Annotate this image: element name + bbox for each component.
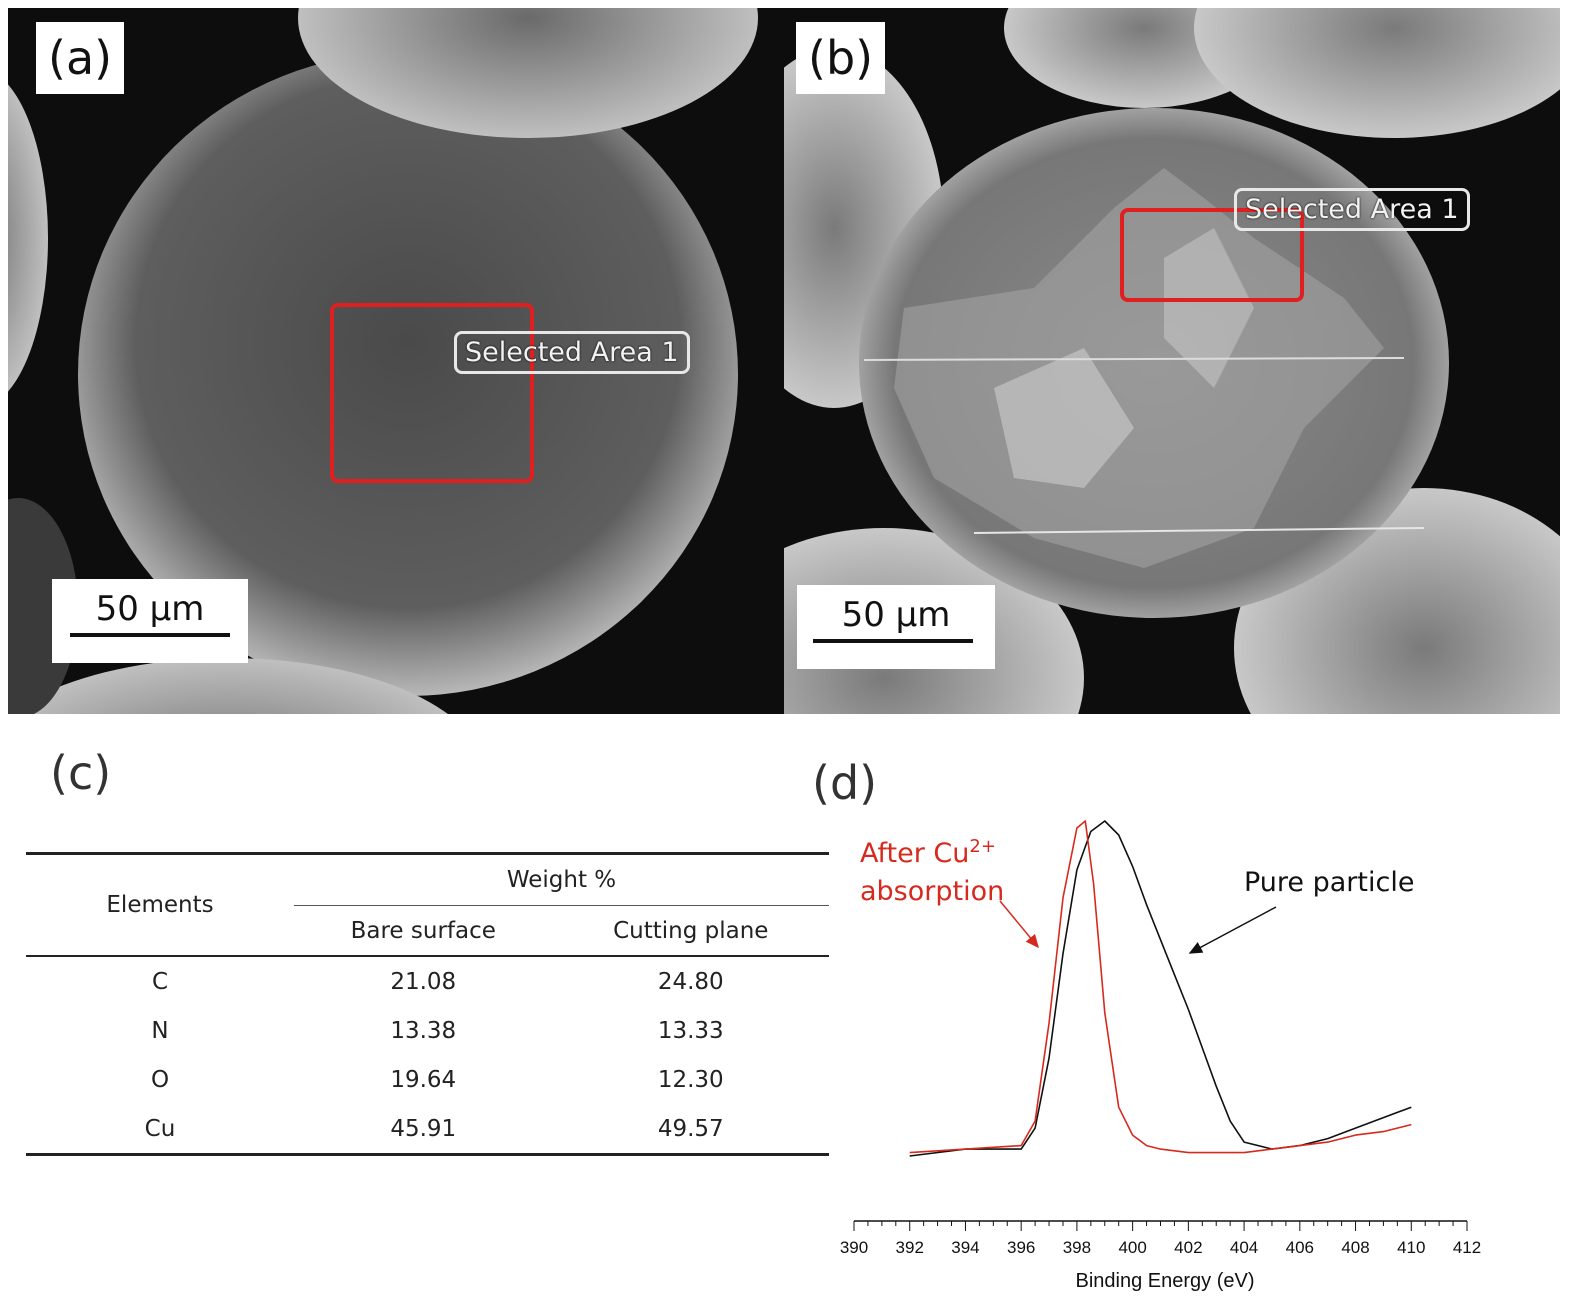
scale-line-a [70, 633, 230, 637]
sem-image-a: (a) Selected Area 1 50 μm [8, 8, 784, 714]
sem-particles-a [8, 8, 758, 714]
x-tick-label: 412 [1453, 1238, 1481, 1257]
panel-label-b: (b) [796, 22, 886, 94]
x-tick-label: 390 [840, 1238, 868, 1257]
sem-image-b: (b) Selected Area 1 50 μm [784, 8, 1560, 714]
header-cutting-plane: Cutting plane [613, 917, 769, 944]
header-bare-surface: Bare surface [350, 917, 496, 944]
x-tick-label: 410 [1397, 1238, 1425, 1257]
panel-label-c: (c) [50, 746, 112, 800]
annotation-after-line1: After Cu [860, 838, 970, 869]
panel-label-d: (d) [812, 756, 878, 810]
cell-cut: 12.30 [657, 1066, 724, 1093]
selected-area-label-b: Selected Area 1 [1234, 188, 1470, 231]
x-tick-label: 394 [951, 1238, 979, 1257]
annotation-pure-particle: Pure particle [1244, 867, 1415, 898]
panel-label-a: (a) [36, 22, 125, 94]
selected-area-label-a: Selected Area 1 [454, 331, 690, 374]
x-axis-label: Binding Energy (eV) [1076, 1270, 1255, 1292]
cell-bare: 13.38 [390, 1017, 457, 1044]
table-row: O 19.64 12.30 [26, 1055, 829, 1104]
x-tick-label: 396 [1007, 1238, 1035, 1257]
x-tick-label: 404 [1230, 1238, 1258, 1257]
table-row: Cu 45.91 49.57 [26, 1104, 829, 1155]
table-row: C 21.08 24.80 [26, 955, 829, 1006]
annotation-after-line2: absorption [860, 876, 1005, 907]
series-pure-particle-line [909, 820, 1412, 1157]
header-elements: Elements [106, 892, 214, 918]
scale-label-a: 50 μm [95, 589, 205, 629]
header-weight-percent: Weight % [294, 853, 829, 906]
arrow-after-absorption [999, 900, 1039, 949]
annotation-after-sup: 2+ [969, 836, 996, 857]
cell-element: O [150, 1066, 170, 1093]
cell-cut: 13.33 [657, 1017, 724, 1044]
x-tick-label: 392 [896, 1238, 924, 1257]
scale-label-b: 50 μm [841, 595, 951, 635]
cell-element: N [151, 1017, 169, 1044]
annotation-after-absorption: After Cu2+ absorption [860, 828, 1004, 911]
x-tick-label: 398 [1063, 1238, 1091, 1257]
cell-element: C [26, 955, 294, 1006]
selected-area-box-a [330, 303, 534, 483]
x-tick-label: 406 [1286, 1238, 1314, 1257]
cell-cut: 24.80 [552, 955, 829, 1006]
x-tick-label: 402 [1174, 1238, 1202, 1257]
cell-cut: 49.57 [657, 1115, 724, 1142]
table-row: N 13.38 13.33 [26, 1006, 829, 1055]
series-after-absorption-line [909, 820, 1412, 1154]
x-tick-label: 408 [1341, 1238, 1369, 1257]
arrow-pure-particle [1188, 906, 1277, 954]
cell-bare: 45.91 [390, 1115, 457, 1142]
eds-weight-table: Elements Weight % Bare surface Cutting p… [26, 852, 829, 1156]
x-tick-label: 400 [1118, 1238, 1146, 1257]
cell-element: Cu [144, 1115, 176, 1142]
scale-bar-b: 50 μm [797, 585, 995, 669]
selected-area-box-b [1120, 208, 1304, 302]
scale-line-b [813, 639, 973, 643]
scale-bar-a: 50 μm [52, 579, 248, 663]
cell-bare: 19.64 [390, 1066, 457, 1093]
cell-bare: 21.08 [294, 955, 553, 1006]
xps-n1s-chart: 390 392 394 396 398 400 402 404 406 408 410 412 Bin… [840, 820, 1481, 1292]
